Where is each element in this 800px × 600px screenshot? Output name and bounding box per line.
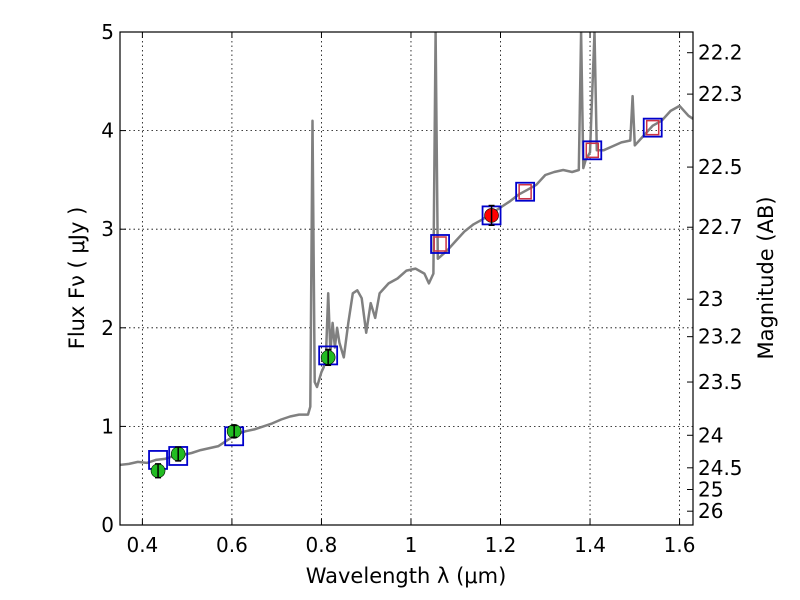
x-tick-label: 0.6	[216, 533, 248, 557]
y2-tick-label: 23	[698, 287, 723, 311]
y2-tick-label: 22.7	[698, 215, 743, 239]
spectrum-line	[120, 32, 693, 467]
y2-tick-label: 25	[698, 478, 723, 502]
spectrum-series-line	[120, 32, 693, 467]
x-tick-label: 1	[405, 533, 418, 557]
y2-tick-label: 22.2	[698, 41, 743, 65]
x-tick-label: 1.2	[485, 533, 517, 557]
plot-frame	[119, 31, 694, 526]
x-tick-label: 0.4	[126, 533, 158, 557]
ir-box-marker	[585, 142, 600, 159]
y2-tick-label: 22.5	[698, 155, 743, 179]
plot-axes	[119, 31, 694, 526]
y-tick-label: 5	[101, 20, 114, 44]
y2-tick-label: 23.5	[698, 370, 743, 394]
y2-tick-label: 24	[698, 423, 723, 447]
ir-box-marker	[433, 236, 447, 252]
model-photometry-box	[642, 117, 663, 138]
y-tick-label: 0	[101, 513, 114, 537]
ir-box-marker	[645, 119, 660, 136]
model-photometry-box	[515, 181, 536, 202]
model-photometry-box	[582, 140, 603, 161]
tick-labels: 0.4 0.6 0.8 1 1.2 1.4 1.601234522.222.322.522.…	[101, 20, 742, 557]
y-axis-label: Flux Fν ( μJy )	[65, 207, 89, 350]
y2-tick-label: 24.5	[698, 456, 743, 480]
y2-tick-label: 23.2	[698, 325, 743, 349]
ir-box-marker	[518, 183, 532, 200]
grid-lines	[120, 31, 693, 526]
x-tick-label: 0.8	[306, 533, 338, 557]
model-photometry-box	[430, 234, 450, 254]
y2-tick-label: 22.3	[698, 82, 743, 106]
x-tick-label: 1.4	[574, 533, 606, 557]
y-tick-label: 1	[101, 414, 114, 438]
y2-tick-label: 26	[698, 499, 723, 523]
y-tick-label: 2	[101, 316, 114, 340]
y-tick-label: 3	[101, 217, 114, 241]
x-tick-label: 1.6	[664, 533, 696, 557]
x-axis-label: Wavelength λ (μm)	[306, 564, 507, 588]
y-tick-label: 4	[101, 119, 114, 143]
photometry-markers	[148, 117, 663, 479]
y2-axis-label: Magnitude (AB)	[754, 196, 778, 359]
